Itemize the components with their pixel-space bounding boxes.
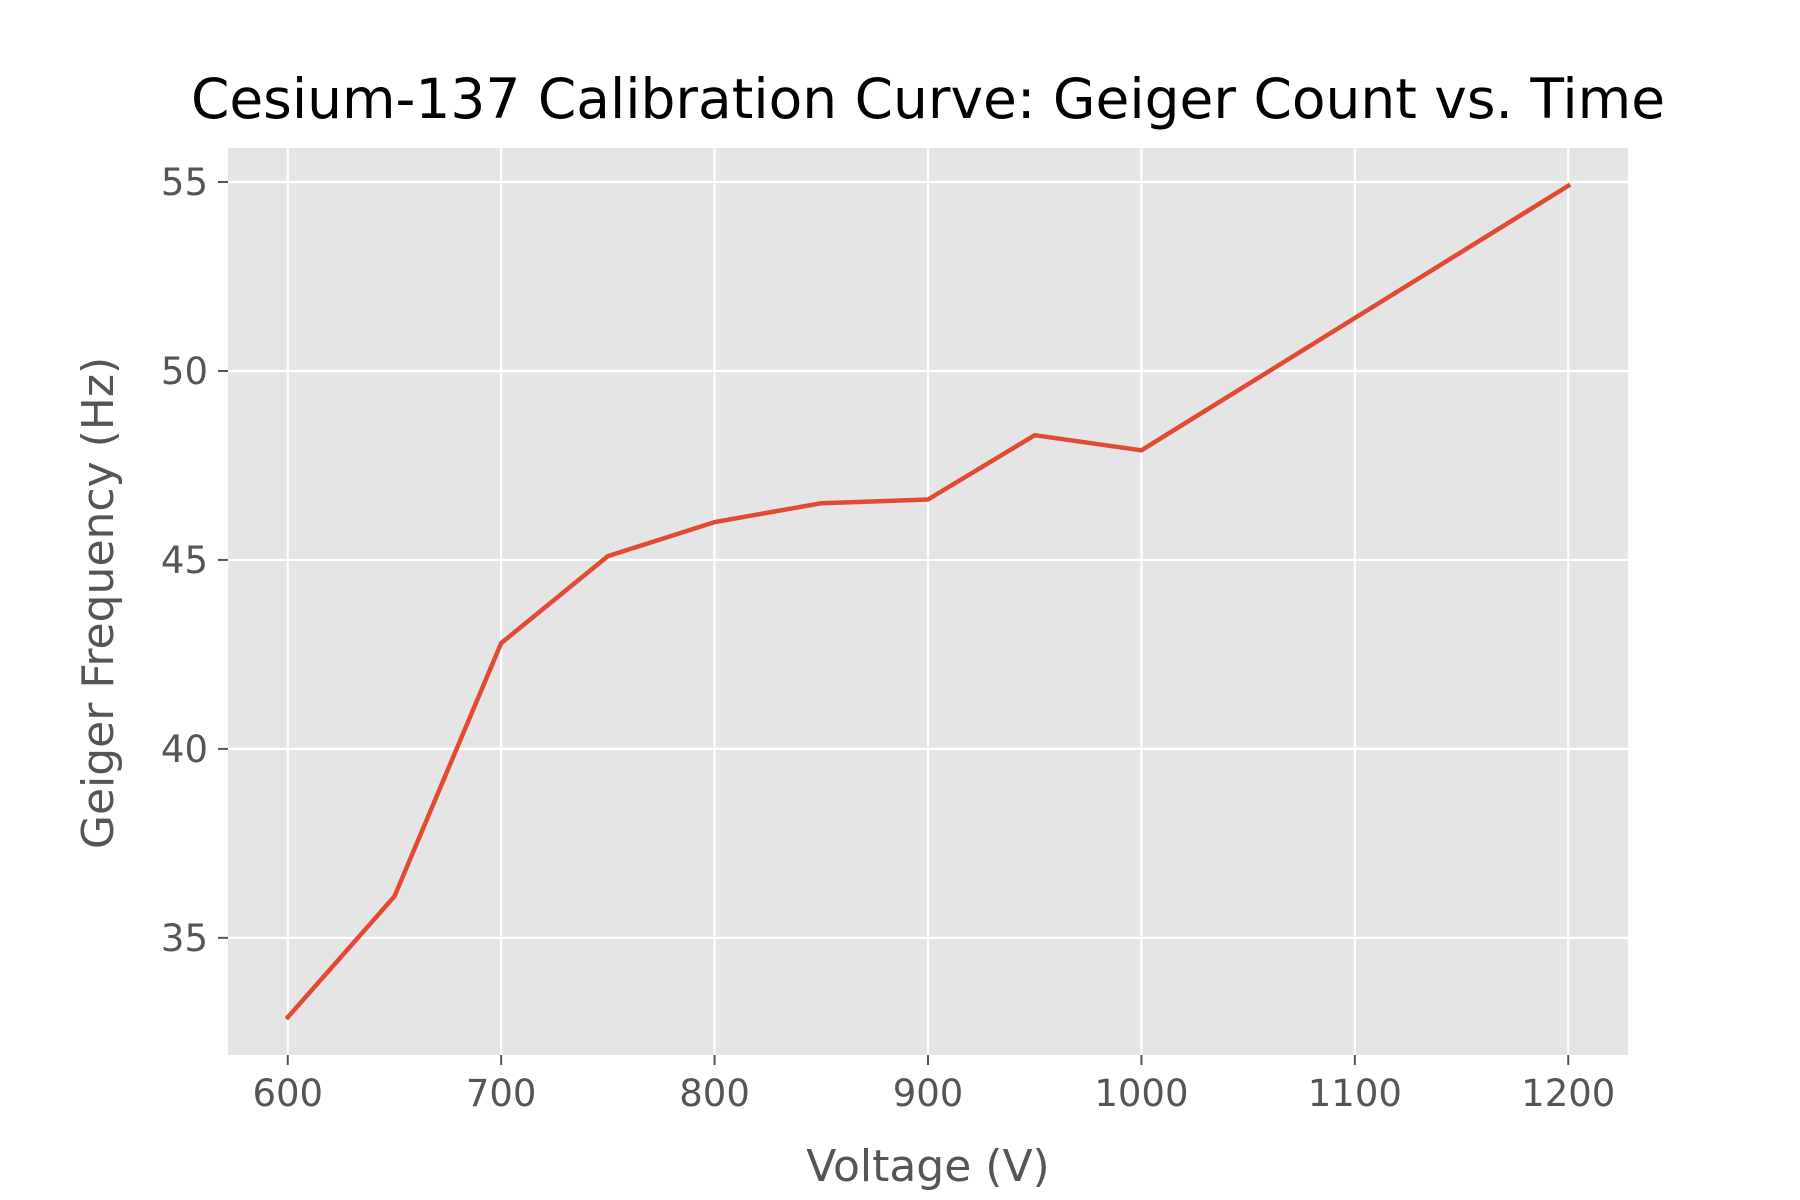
x-tick-label: 1200 (1521, 1072, 1615, 1115)
x-tick-label: 600 (252, 1072, 323, 1115)
y-tick-label: 45 (161, 539, 208, 582)
x-tick-label: 1100 (1308, 1072, 1402, 1115)
y-tick-label: 50 (161, 350, 208, 393)
y-tick-label: 55 (161, 161, 208, 204)
y-axis-label: Geiger Frequency (Hz) (73, 357, 124, 849)
x-tick-label: 700 (466, 1072, 537, 1115)
x-tick-label: 800 (679, 1072, 750, 1115)
series (284, 182, 1572, 1021)
ticks: 600 700 800 900 1000 1100 1200 35 40 45 50 55 (161, 161, 1615, 1115)
x-tick-label: 1000 (1094, 1072, 1188, 1115)
y-tick-label: 40 (161, 728, 208, 771)
grid-lines (228, 148, 1628, 1055)
chart-title: Cesium-137 Calibration Curve: Geiger Cou… (191, 67, 1665, 131)
y-tick-label: 35 (161, 917, 208, 960)
x-axis-label: Voltage (V) (806, 1141, 1049, 1192)
x-tick-label: 900 (893, 1072, 964, 1115)
series-line (284, 182, 1572, 1021)
